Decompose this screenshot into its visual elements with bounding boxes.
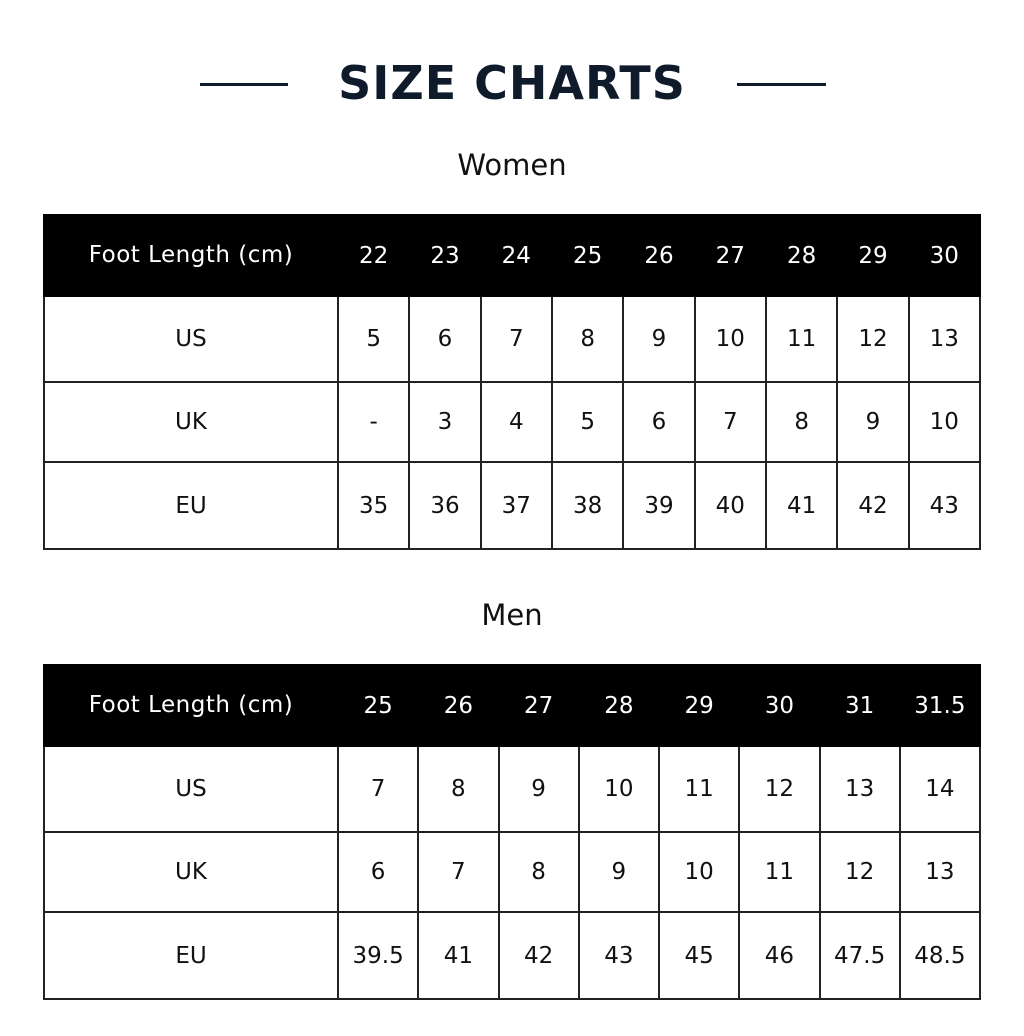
size-cell: 13 bbox=[898, 831, 982, 913]
foot-length-cell: 22 bbox=[336, 214, 411, 297]
size-cell: 9 bbox=[497, 745, 580, 833]
header-row: Foot Length (cm) 22 23 24 25 26 27 28 29 30 bbox=[43, 214, 982, 297]
size-row-us: US 7 8 9 10 11 12 13 14 bbox=[43, 745, 982, 833]
size-cell: - bbox=[336, 381, 411, 463]
foot-length-cell: 26 bbox=[417, 664, 500, 747]
size-cell: 45 bbox=[657, 911, 741, 1000]
size-cell: 35 bbox=[336, 461, 411, 550]
row-label: US bbox=[43, 295, 339, 383]
size-cell: 13 bbox=[907, 295, 982, 383]
size-cell: 7 bbox=[336, 745, 420, 833]
size-row-uk: UK -3 4 5 6 7 8 9 10 bbox=[43, 381, 982, 463]
size-cell: 7 bbox=[417, 831, 500, 913]
size-cell: 39.5 bbox=[336, 911, 420, 1000]
size-cell: 13 bbox=[818, 745, 901, 833]
size-cell: 12 bbox=[836, 295, 910, 383]
foot-length-cell: 25 bbox=[336, 664, 420, 747]
size-cell: 42 bbox=[836, 461, 910, 550]
foot-length-cell: 28 bbox=[764, 214, 839, 297]
size-cell: 3 bbox=[408, 381, 482, 463]
women-size-table: Foot Length (cm) 22 23 24 25 26 27 28 29 30 US 5 6 7 8… bbox=[43, 214, 982, 550]
size-cell: 7 bbox=[479, 295, 553, 383]
size-cell: 41 bbox=[764, 461, 839, 550]
size-cell: 47.5 bbox=[818, 911, 901, 1000]
size-cell: 42 bbox=[497, 911, 580, 1000]
size-cell: 12 bbox=[818, 831, 901, 913]
header-row: Foot Length (cm) 25 26 27 28 29 30 31 31.5 bbox=[43, 664, 982, 747]
foot-length-cell: 30 bbox=[738, 664, 821, 747]
men-size-table: Foot Length (cm) 25 26 27 28 29 30 31 31.5 US 7 8 9 1… bbox=[43, 664, 982, 1000]
size-cell: 43 bbox=[577, 911, 661, 1000]
size-cell: 38 bbox=[550, 461, 625, 550]
row-label: UK bbox=[43, 831, 339, 913]
size-cell: 10 bbox=[657, 831, 741, 913]
size-row-eu: EU 39.5 41 42 43 45 46 47.5 48.5 bbox=[43, 911, 982, 1000]
foot-length-cell: 27 bbox=[497, 664, 580, 747]
size-cell: 8 bbox=[764, 381, 839, 463]
size-cell: 12 bbox=[738, 745, 821, 833]
size-cell: 40 bbox=[693, 461, 767, 550]
size-cell: 39 bbox=[622, 461, 696, 550]
size-row-eu: EU 35 36 37 38 39 40 41 42 43 bbox=[43, 461, 982, 550]
size-cell: 7 bbox=[693, 381, 767, 463]
size-cell: 37 bbox=[479, 461, 553, 550]
size-cell: 8 bbox=[550, 295, 625, 383]
foot-length-cell: 23 bbox=[408, 214, 482, 297]
size-cell: 6 bbox=[408, 295, 482, 383]
size-row-uk: UK 6 7 8 9 10 11 12 13 bbox=[43, 831, 982, 913]
size-cell: 46 bbox=[738, 911, 821, 1000]
foot-length-cell: 26 bbox=[622, 214, 696, 297]
row-label: US bbox=[43, 745, 339, 833]
men-heading: Men bbox=[481, 598, 543, 632]
size-cell: 4 bbox=[479, 381, 553, 463]
foot-length-cell: 29 bbox=[836, 214, 910, 297]
size-row-us: US 5 6 7 8 9 10 11 12 13 bbox=[43, 295, 982, 383]
women-heading: Women bbox=[457, 148, 567, 182]
row-label: UK bbox=[43, 381, 339, 463]
size-cell: 10 bbox=[907, 381, 982, 463]
size-cell: 6 bbox=[622, 381, 696, 463]
size-cell: 9 bbox=[836, 381, 910, 463]
size-cell: 8 bbox=[497, 831, 580, 913]
size-cell: 9 bbox=[622, 295, 696, 383]
page-title: SIZE CHARTS bbox=[338, 56, 686, 110]
size-cell: 10 bbox=[577, 745, 661, 833]
row-label: EU bbox=[43, 911, 339, 1000]
foot-length-cell: 27 bbox=[693, 214, 767, 297]
title-rule-right bbox=[737, 83, 826, 86]
foot-length-cell: 31 bbox=[818, 664, 901, 747]
foot-length-cell: 28 bbox=[577, 664, 661, 747]
row-label: EU bbox=[43, 461, 339, 550]
foot-length-cell: 31.5 bbox=[898, 664, 982, 747]
size-cell: 11 bbox=[764, 295, 839, 383]
size-cell: 10 bbox=[693, 295, 767, 383]
size-cell: 14 bbox=[898, 745, 982, 833]
size-cell: 9 bbox=[577, 831, 661, 913]
foot-length-cell: 29 bbox=[657, 664, 741, 747]
foot-length-cell: 24 bbox=[479, 214, 553, 297]
size-cell: 5 bbox=[336, 295, 411, 383]
title-rule-left bbox=[200, 83, 288, 86]
size-cell: 6 bbox=[336, 831, 420, 913]
foot-length-cell: 30 bbox=[907, 214, 982, 297]
foot-length-header: Foot Length (cm) bbox=[43, 214, 339, 297]
foot-length-header: Foot Length (cm) bbox=[43, 664, 339, 747]
foot-length-cell: 25 bbox=[550, 214, 625, 297]
size-cell: 36 bbox=[408, 461, 482, 550]
size-cell: 48.5 bbox=[898, 911, 982, 1000]
size-cell: 41 bbox=[417, 911, 500, 1000]
size-cell: 5 bbox=[550, 381, 625, 463]
size-cell: 43 bbox=[907, 461, 982, 550]
size-cell: 11 bbox=[738, 831, 821, 913]
size-cell: 8 bbox=[417, 745, 500, 833]
size-cell: 11 bbox=[657, 745, 741, 833]
